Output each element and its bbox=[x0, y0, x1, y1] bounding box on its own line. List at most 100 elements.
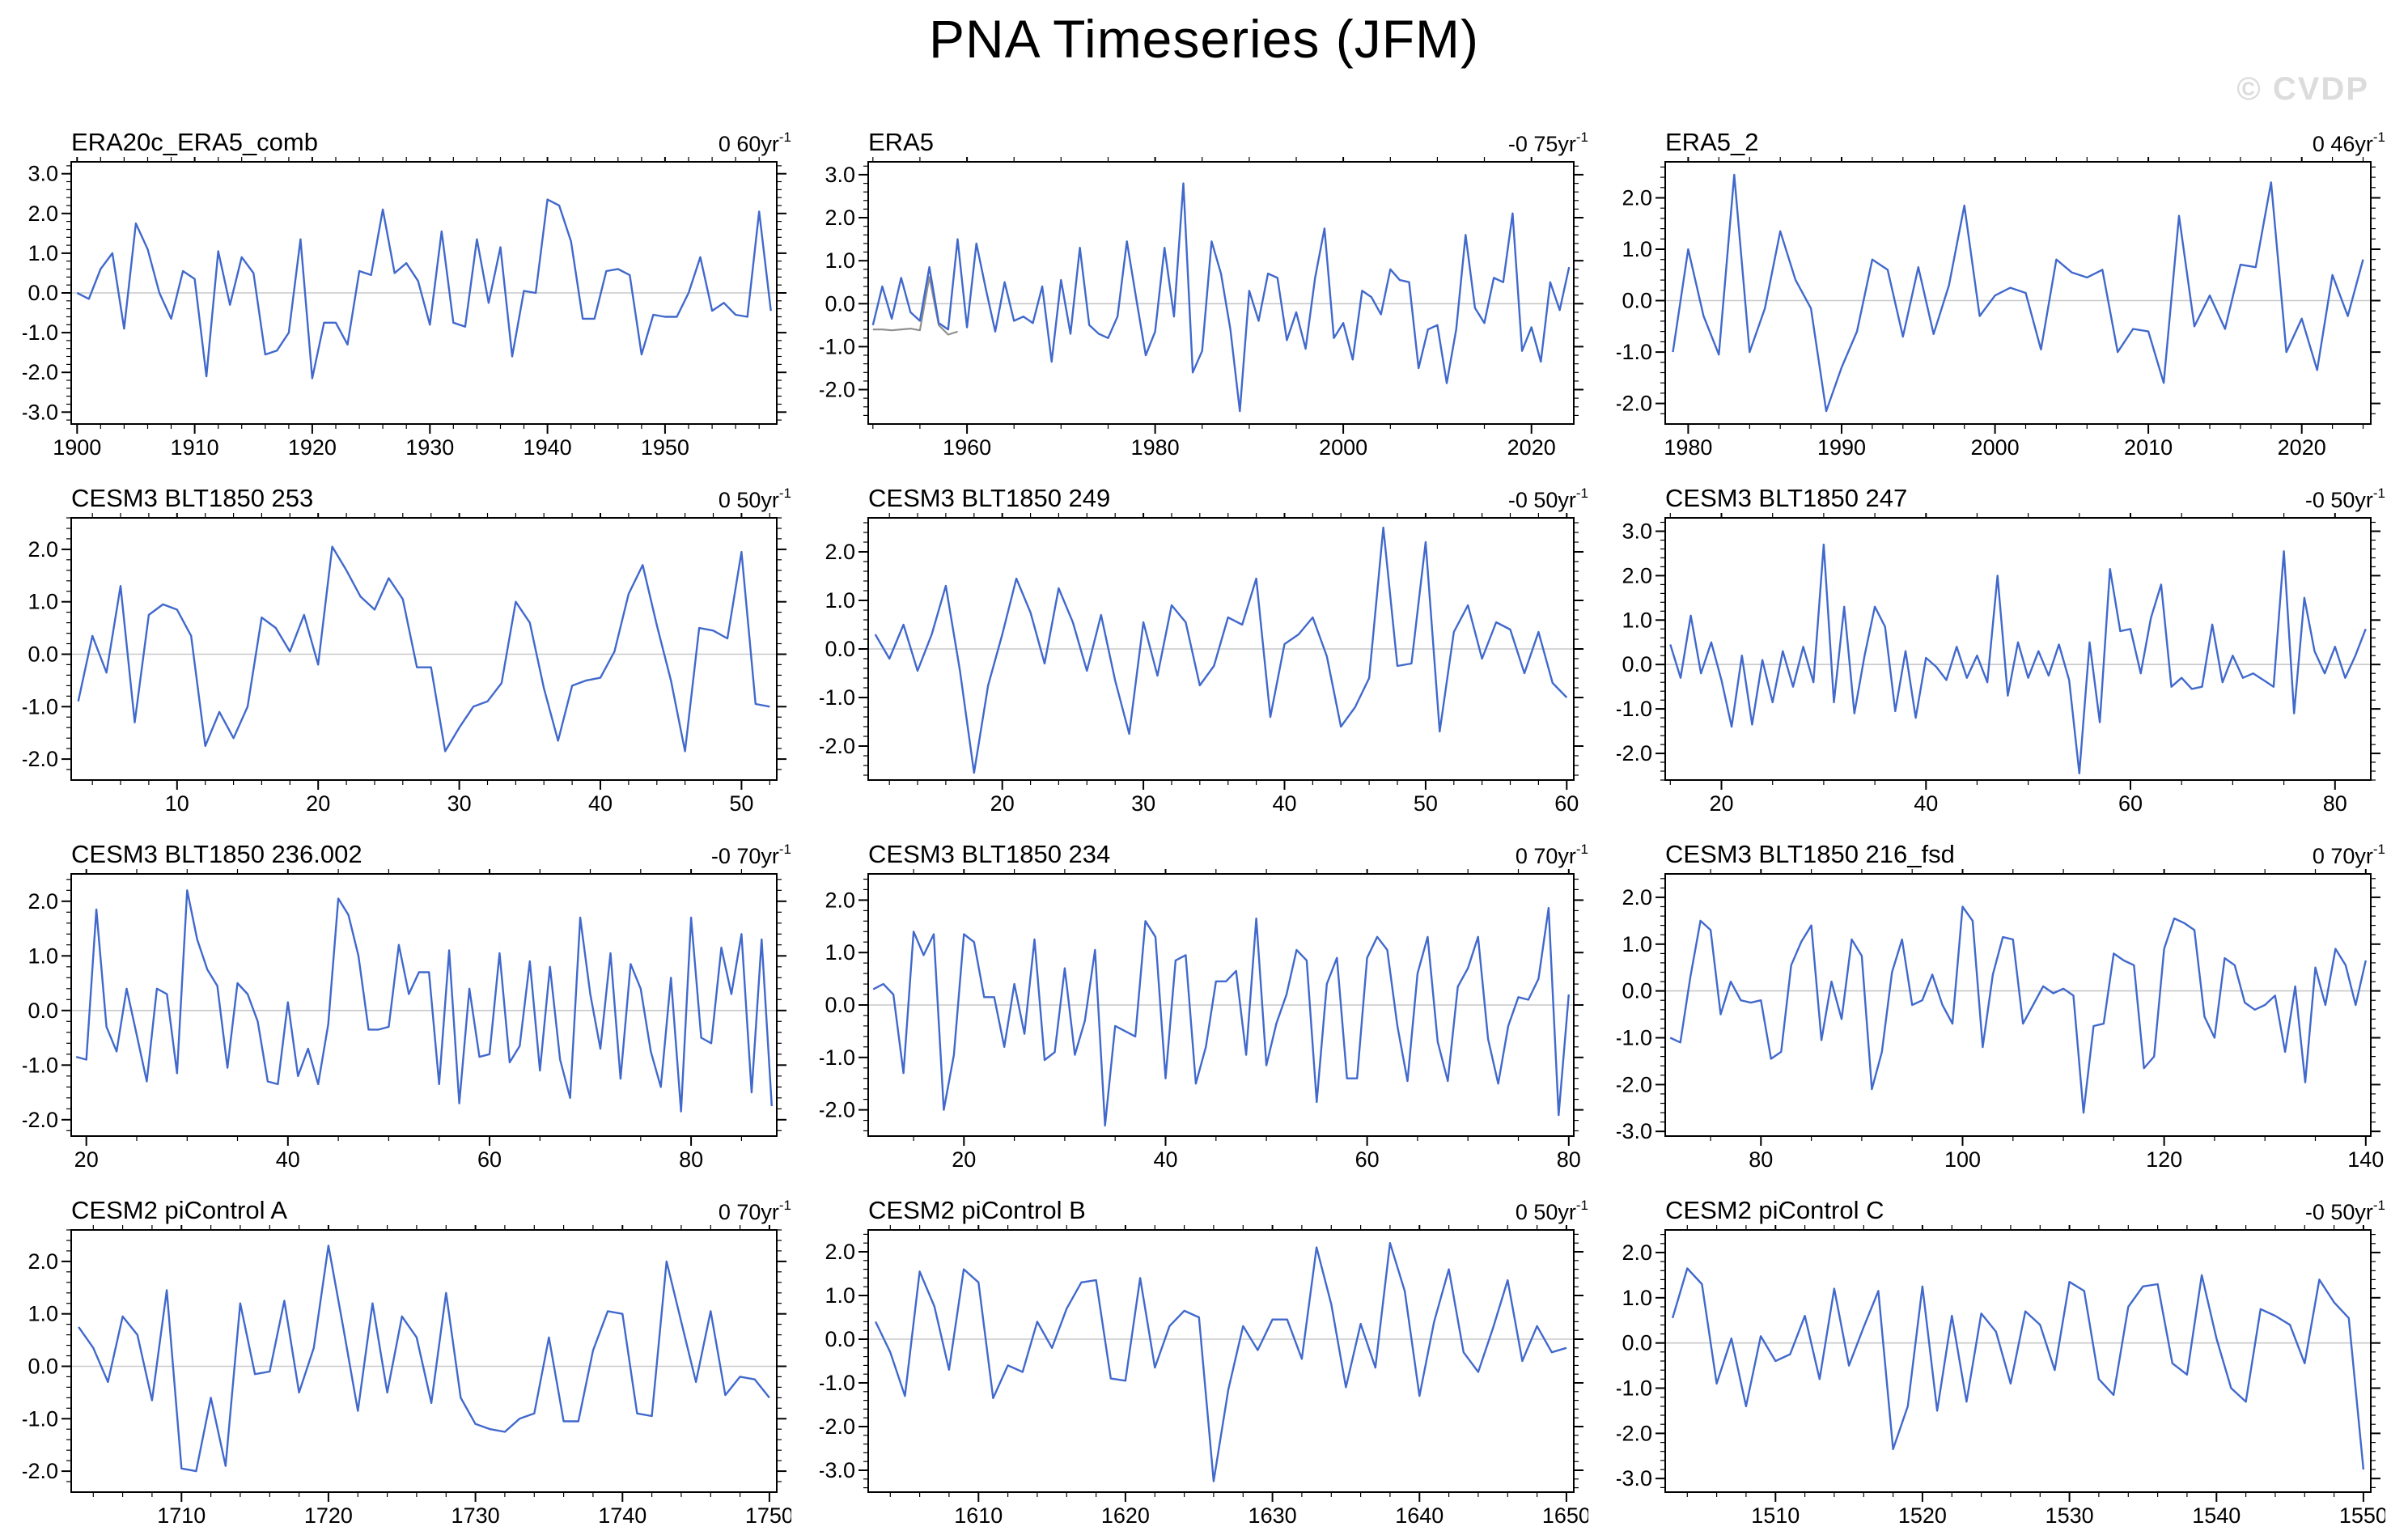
svg-text:0.0: 0.0 bbox=[825, 637, 855, 661]
svg-text:-1.0: -1.0 bbox=[23, 1406, 58, 1431]
panel-title: ERA5_2 bbox=[1665, 128, 1759, 156]
timeseries-panel: CESM2 piControl A 0 70yr-1 1710 1720 1730 1… bbox=[23, 1189, 808, 1529]
svg-text:1720: 1720 bbox=[304, 1503, 353, 1528]
svg-text:0.0: 0.0 bbox=[28, 281, 58, 305]
svg-text:1.0: 1.0 bbox=[1622, 608, 1652, 632]
svg-text:1990: 1990 bbox=[1817, 435, 1866, 460]
timeseries-plot: 20 40 60 80 2.0 1.0 0.0 -1.0 -2.0 bbox=[820, 869, 1583, 1172]
svg-text:-2.0: -2.0 bbox=[820, 378, 855, 402]
timeseries-panel: CESM3 BLT1850 253 0 50yr-1 10 20 30 40 50 2.0… bbox=[23, 477, 808, 817]
svg-text:0.0: 0.0 bbox=[825, 993, 855, 1017]
svg-text:50: 50 bbox=[729, 791, 753, 816]
svg-text:120: 120 bbox=[2146, 1147, 2182, 1172]
svg-text:20: 20 bbox=[74, 1147, 99, 1172]
timeseries-plot: 1610 1620 1630 1640 1650 2.0 1.0 0.0 -1.0 -2.0 -3.… bbox=[820, 1225, 1588, 1528]
svg-text:1520: 1520 bbox=[1898, 1503, 1947, 1528]
svg-text:1640: 1640 bbox=[1395, 1503, 1444, 1528]
svg-text:-3.0: -3.0 bbox=[23, 400, 58, 424]
svg-text:10: 10 bbox=[165, 791, 189, 816]
timeseries-panel: ERA20c_ERA5_comb 0 60yr-1 1900 1910 1920 19… bbox=[23, 121, 808, 461]
svg-text:0.0: 0.0 bbox=[1622, 979, 1652, 1003]
svg-text:0.0: 0.0 bbox=[1622, 652, 1652, 676]
svg-text:2.0: 2.0 bbox=[1622, 1240, 1652, 1265]
panel-trend-label: 0 50yr-1 bbox=[718, 486, 791, 513]
panel-trend-exponent: -1 bbox=[778, 842, 791, 857]
panel-title: CESM3 BLT1850 236.002 bbox=[71, 840, 362, 868]
panel-title: CESM2 piControl A bbox=[71, 1196, 288, 1224]
svg-text:1.0: 1.0 bbox=[1622, 932, 1652, 956]
svg-text:1920: 1920 bbox=[288, 435, 337, 460]
timeseries-panel: CESM3 BLT1850 234 0 70yr-1 20 40 60 80 2.0 1.… bbox=[820, 833, 1605, 1173]
svg-text:1940: 1940 bbox=[524, 435, 572, 460]
svg-text:60: 60 bbox=[2118, 791, 2143, 816]
panel-header: ERA20c_ERA5_comb 0 60yr-1 bbox=[23, 121, 808, 157]
svg-text:80: 80 bbox=[679, 1147, 703, 1172]
svg-text:1.0: 1.0 bbox=[825, 588, 855, 613]
panel-trend-label: -0 50yr-1 bbox=[2304, 486, 2385, 513]
timeseries-plot: 1710 1720 1730 1740 1750 2.0 1.0 0.0 -1.0 -2.0 bbox=[23, 1225, 791, 1528]
svg-text:-1.0: -1.0 bbox=[820, 1371, 855, 1395]
panel-title: CESM2 piControl C bbox=[1665, 1196, 1884, 1224]
panel-trend-value: -0 50yr bbox=[2304, 488, 2373, 512]
svg-text:80: 80 bbox=[1749, 1147, 1773, 1172]
svg-text:0.0: 0.0 bbox=[1622, 289, 1652, 313]
panel-trend-exponent: -1 bbox=[778, 486, 791, 501]
timeseries-plot: 20 40 60 80 2.0 1.0 0.0 -1.0 -2.0 bbox=[23, 869, 786, 1172]
svg-text:-1.0: -1.0 bbox=[820, 1045, 855, 1070]
svg-text:-2.0: -2.0 bbox=[23, 1108, 58, 1132]
svg-text:0.0: 0.0 bbox=[825, 1327, 855, 1351]
svg-text:2020: 2020 bbox=[2278, 435, 2326, 460]
svg-text:-2.0: -2.0 bbox=[1617, 741, 1652, 765]
panel-trend-label: -0 50yr-1 bbox=[1508, 486, 1588, 513]
svg-text:60: 60 bbox=[477, 1147, 502, 1172]
svg-text:0.0: 0.0 bbox=[28, 1355, 58, 1379]
svg-text:1710: 1710 bbox=[157, 1503, 206, 1528]
panel-trend-exponent: -1 bbox=[2372, 486, 2385, 501]
svg-text:1.0: 1.0 bbox=[28, 590, 58, 614]
svg-text:20: 20 bbox=[990, 791, 1015, 816]
svg-text:80: 80 bbox=[1557, 1147, 1581, 1172]
svg-text:-2.0: -2.0 bbox=[820, 734, 855, 758]
svg-text:2000: 2000 bbox=[1971, 435, 2020, 460]
svg-text:-1.0: -1.0 bbox=[23, 320, 58, 345]
svg-text:2000: 2000 bbox=[1319, 435, 1367, 460]
svg-text:1.0: 1.0 bbox=[28, 241, 58, 265]
svg-text:60: 60 bbox=[1355, 1147, 1380, 1172]
svg-text:-2.0: -2.0 bbox=[820, 1098, 855, 1122]
panel-trend-value: -0 50yr bbox=[2304, 1200, 2373, 1224]
svg-text:1.0: 1.0 bbox=[825, 940, 855, 965]
svg-text:-2.0: -2.0 bbox=[1617, 1421, 1652, 1445]
svg-text:2.0: 2.0 bbox=[825, 1240, 855, 1264]
svg-text:2.0: 2.0 bbox=[28, 1249, 58, 1274]
panel-trend-value: 0 70yr bbox=[1515, 844, 1576, 868]
svg-text:60: 60 bbox=[1554, 791, 1579, 816]
timeseries-panel: CESM3 BLT1850 236.002 -0 70yr-1 20 40 60 80… bbox=[23, 833, 808, 1173]
panel-header: CESM2 piControl A 0 70yr-1 bbox=[23, 1189, 808, 1225]
panel-trend-value: -0 75yr bbox=[1507, 132, 1576, 156]
panel-trend-value: 0 50yr bbox=[718, 488, 779, 512]
panel-header: CESM3 BLT1850 236.002 -0 70yr-1 bbox=[23, 833, 808, 869]
panel-trend-label: 0 46yr-1 bbox=[2313, 129, 2385, 157]
timeseries-panel: CESM3 BLT1850 247 -0 50yr-1 20 40 60 80 3.0 2… bbox=[1617, 477, 2402, 817]
svg-text:1540: 1540 bbox=[2192, 1503, 2241, 1528]
svg-text:2.0: 2.0 bbox=[1622, 885, 1652, 910]
svg-text:2.0: 2.0 bbox=[1622, 563, 1652, 587]
panel-title: ERA5 bbox=[868, 128, 934, 156]
svg-text:2010: 2010 bbox=[2124, 435, 2173, 460]
svg-text:1650: 1650 bbox=[1542, 1503, 1588, 1528]
panel-trend-label: 0 70yr-1 bbox=[1515, 842, 1588, 869]
svg-text:20: 20 bbox=[952, 1147, 976, 1172]
svg-text:0.0: 0.0 bbox=[1622, 1331, 1652, 1355]
svg-text:1.0: 1.0 bbox=[1622, 1286, 1652, 1310]
svg-text:1740: 1740 bbox=[598, 1503, 647, 1528]
svg-text:1550: 1550 bbox=[2339, 1503, 2385, 1528]
svg-text:1.0: 1.0 bbox=[1622, 237, 1652, 261]
panel-trend-label: 0 60yr-1 bbox=[719, 129, 791, 157]
svg-text:-1.0: -1.0 bbox=[820, 334, 855, 358]
timeseries-panel: CESM2 piControl B 0 50yr-1 1610 1620 1630 1… bbox=[820, 1189, 1605, 1529]
timeseries-panel: CESM2 piControl C -0 50yr-1 1510 1520 1530… bbox=[1617, 1189, 2402, 1529]
svg-text:20: 20 bbox=[1709, 791, 1733, 816]
panel-title: CESM3 BLT1850 253 bbox=[71, 484, 314, 512]
svg-text:40: 40 bbox=[1914, 791, 1938, 816]
